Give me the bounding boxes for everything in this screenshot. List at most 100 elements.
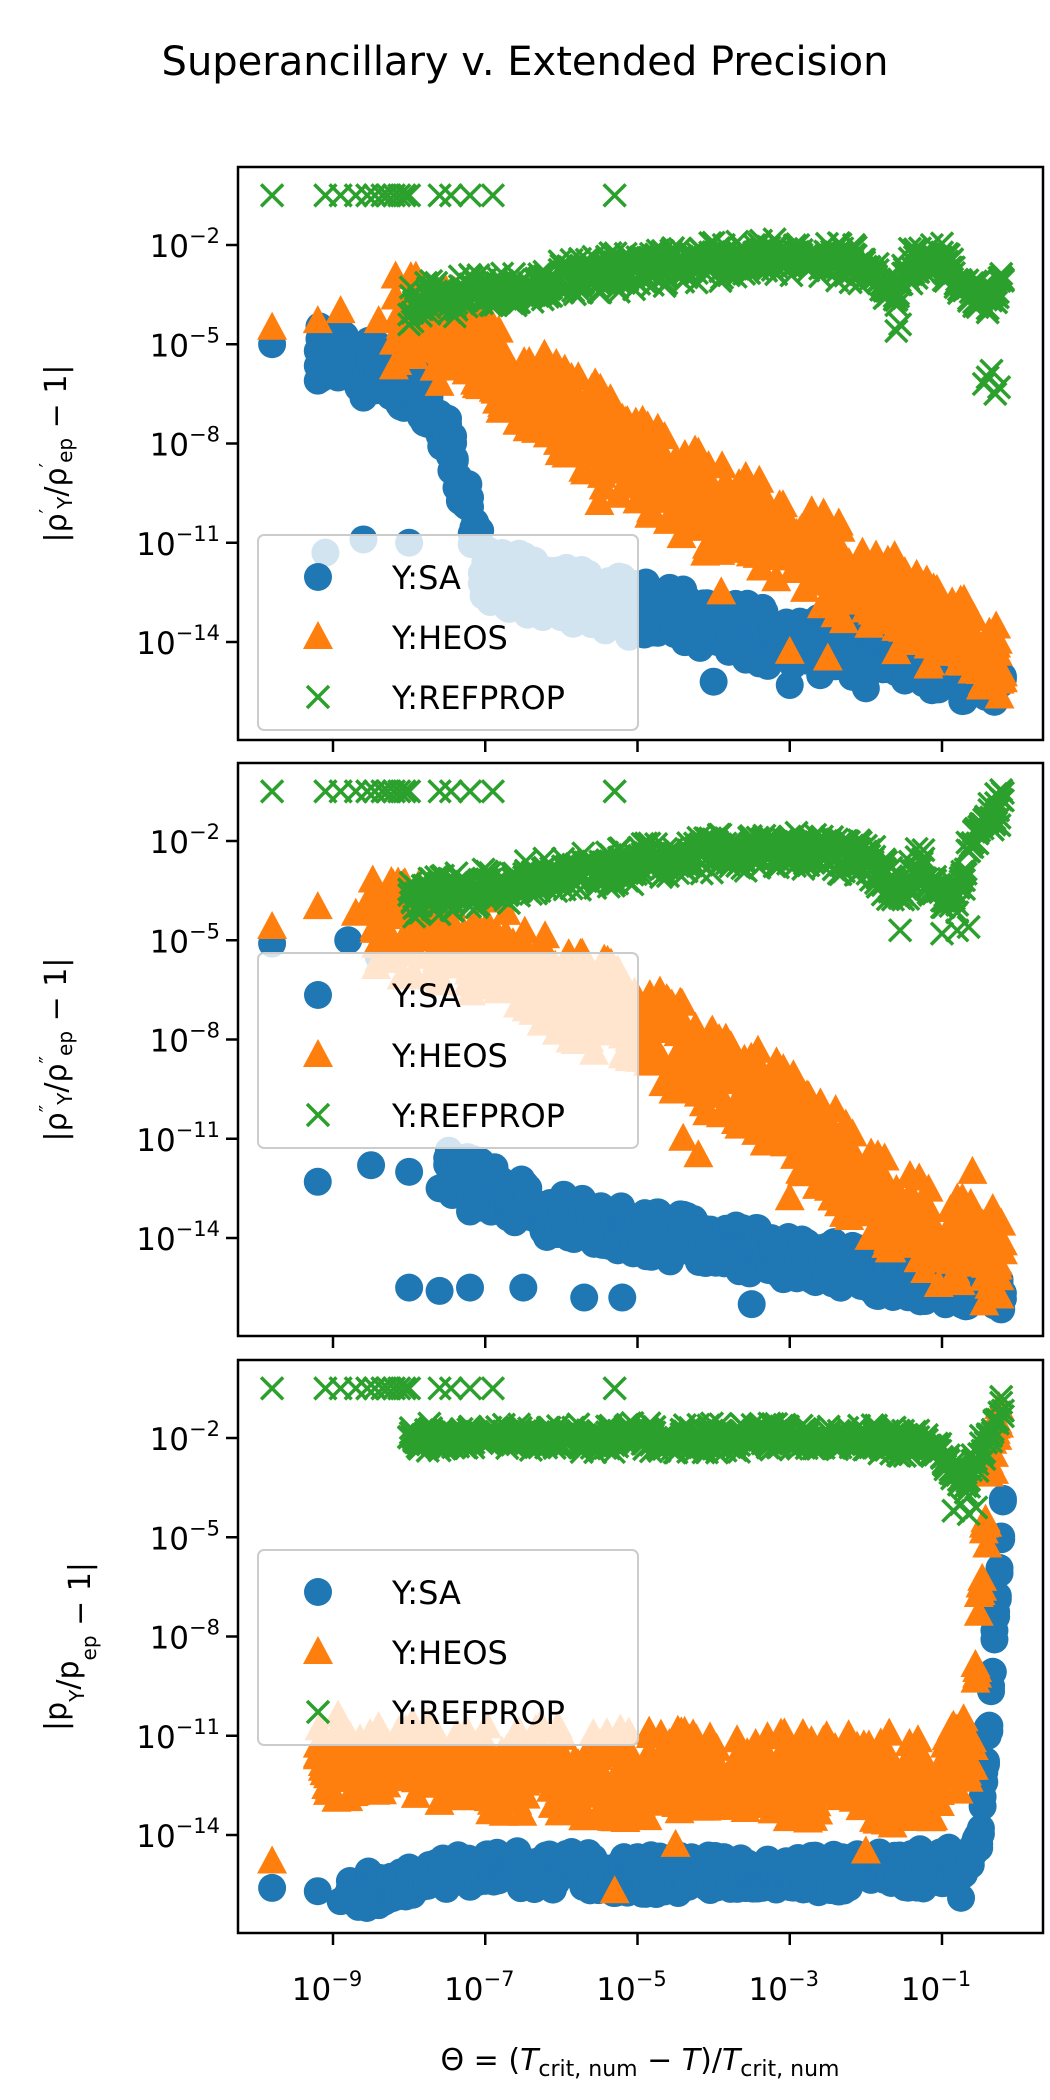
triangle-point (530, 920, 561, 949)
circle-point (456, 1273, 485, 1302)
circle-point (737, 1290, 766, 1319)
plot-area-2 (257, 777, 1018, 1324)
triangle-point (302, 305, 333, 334)
refprop-point (438, 1376, 464, 1401)
triangle-point (987, 1236, 1018, 1265)
triangle-point (957, 1155, 988, 1184)
triangle-point (984, 680, 1015, 709)
refprop-point (602, 1376, 627, 1401)
circle-point (303, 336, 332, 365)
legend-circle-icon (304, 981, 332, 1009)
circle-point (509, 1273, 538, 1302)
x-point (979, 358, 1004, 383)
triangle-point (257, 911, 288, 940)
refprop-point (427, 183, 452, 208)
triangle-point (837, 1118, 868, 1147)
triangle-point (666, 987, 697, 1016)
circle-point (775, 671, 804, 700)
legend-label: Y:REFPROP (391, 1097, 565, 1135)
refprop-point (392, 779, 417, 804)
refprop-point (343, 779, 369, 804)
refprop-point (427, 779, 452, 804)
circle-point (456, 1197, 485, 1226)
x-point (887, 312, 913, 337)
legend-label: Y:REFPROP (391, 679, 565, 717)
refprop-point (457, 779, 483, 804)
x-point (983, 381, 1008, 407)
triangle-point (981, 610, 1012, 639)
x-point (953, 861, 978, 887)
y-tick-label: 10−14 (136, 621, 220, 662)
triangle-point (649, 421, 680, 450)
circle-point (699, 667, 728, 696)
refprop-point (480, 1376, 506, 1401)
triangle-point (371, 901, 402, 930)
refprop-point (457, 183, 483, 208)
y-tick-label: 10−5 (150, 323, 220, 364)
series-refprop (396, 777, 1016, 946)
series-refprop (396, 227, 1016, 407)
triangle-point (744, 464, 775, 493)
x-point (911, 846, 936, 871)
panel-2: Y:SAY:HEOSY:REFPROP10−210−510−810−1110−1… (35, 761, 1045, 1348)
triangle-point (546, 434, 577, 463)
x-point (887, 918, 913, 943)
y-tick-label: 10−2 (150, 820, 220, 861)
triangle-point (509, 915, 540, 944)
refprop-point (392, 183, 417, 208)
refprop-point (386, 183, 412, 208)
x-point (988, 261, 1014, 287)
y-tick-label: 10−11 (136, 522, 220, 563)
triangle-point (984, 1262, 1015, 1291)
triangle-point (683, 1139, 714, 1168)
refprop-point (457, 1376, 483, 1401)
triangle-point (987, 658, 1018, 687)
refprop-point (392, 1376, 417, 1401)
y-tick-label: 10−2 (150, 224, 220, 265)
axes-frame (236, 165, 1045, 742)
x-point (990, 780, 1016, 806)
y-axis-label: |ρ″Y/ρ″ep − 1| (35, 958, 77, 1142)
refprop-point (602, 183, 627, 208)
triangle-point (742, 1034, 773, 1063)
refprop-point (259, 1376, 285, 1401)
panel-3: Y:SAY:HEOSY:REFPROP10−210−510−810−1110−1… (39, 1358, 1045, 1945)
legend-label: Y:SA (391, 977, 461, 1015)
refprop-point (438, 183, 464, 208)
triangle-point (869, 1142, 900, 1171)
triangle-point (945, 1267, 976, 1296)
refprop-point (396, 779, 422, 804)
refprop-outliers (259, 779, 627, 804)
circle-point (471, 1157, 500, 1186)
refprop-point (396, 1376, 422, 1401)
triangle-point (363, 305, 394, 334)
triangle-point (424, 367, 455, 396)
triangle-point (325, 295, 356, 324)
plot-area-3 (257, 1376, 1017, 1922)
series-sa (258, 1484, 1017, 1922)
legend-triangle-icon (303, 1039, 333, 1067)
y-tick-label: 10−5 (150, 919, 220, 960)
refprop-point (480, 779, 506, 804)
x-point (944, 900, 970, 925)
x-point (884, 318, 909, 344)
triangle-point (483, 314, 514, 343)
triangle-point (774, 635, 805, 664)
triangle-point (986, 1207, 1017, 1236)
triangle-point (910, 1255, 941, 1284)
circle-point (326, 346, 355, 375)
triangle-point (705, 1099, 736, 1128)
triangle-point (588, 471, 619, 500)
triangle-point (500, 387, 531, 416)
x-point (862, 834, 887, 860)
refprop-point (386, 779, 412, 804)
triangle-point (982, 637, 1013, 666)
refprop-outliers (259, 183, 627, 208)
circle-point (334, 926, 363, 955)
circle-point (425, 399, 454, 428)
triangle-point (774, 1182, 805, 1211)
refprop-point (602, 779, 627, 804)
refprop-point (480, 183, 506, 208)
x-point (983, 290, 1009, 315)
triangle-point (959, 602, 990, 631)
